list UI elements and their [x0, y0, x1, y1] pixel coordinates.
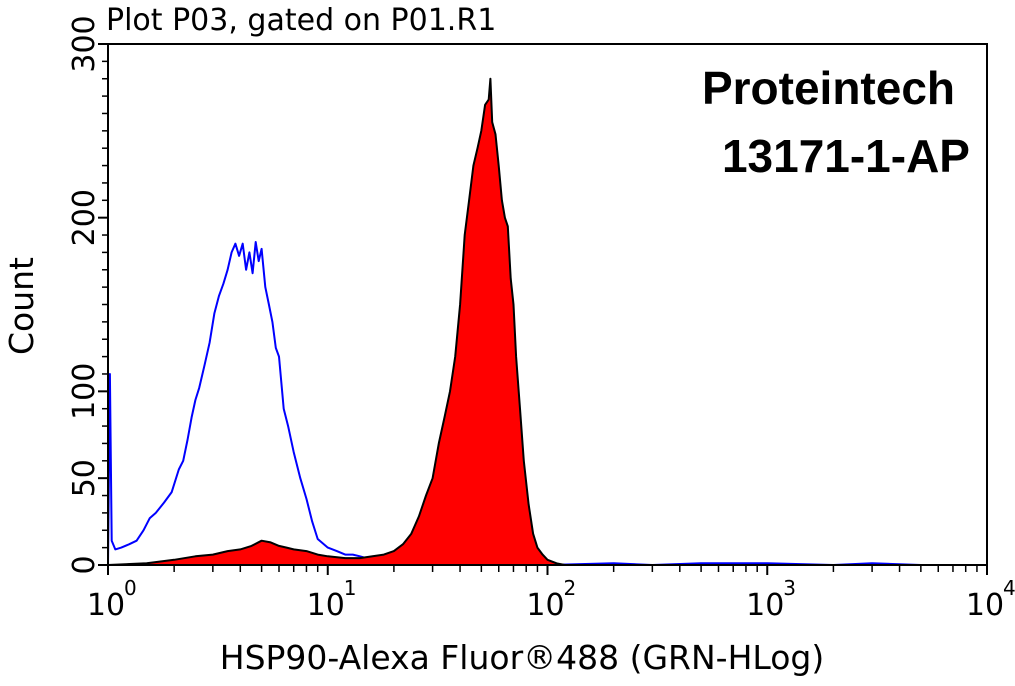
y-axis: 0 50 100 200 300	[67, 15, 108, 575]
histogram-filled-series	[107, 77, 988, 566]
x-axis-label: HSP90-Alexa Fluor®488 (GRN-HLog)	[220, 638, 824, 677]
y-tick-label: 0	[67, 555, 102, 574]
x-tick-exponent: 2	[564, 576, 577, 600]
histogram-outline-series	[107, 241, 987, 566]
catalog-label: 13171-1-AP	[722, 130, 970, 182]
series-layer	[107, 77, 988, 566]
x-tick-label: 10	[966, 588, 1004, 623]
x-tick-exponent: 3	[783, 576, 796, 600]
x-tick-label: 10	[87, 588, 125, 623]
x-axis: 100 101 102 103 104	[87, 565, 1015, 623]
x-tick-label: 10	[746, 588, 784, 623]
plot-frame	[107, 43, 988, 566]
x-tick-label: 10	[526, 588, 564, 623]
y-tick-label: 100	[67, 363, 102, 420]
y-axis-label: Count	[2, 257, 41, 355]
y-tick-label: 50	[67, 459, 102, 497]
y-tick-label: 300	[67, 15, 102, 72]
chart-title: Plot P03, gated on P01.R1	[106, 3, 496, 38]
x-tick-exponent: 1	[344, 576, 357, 600]
x-tick-exponent: 4	[1003, 576, 1015, 600]
x-tick-exponent: 0	[124, 576, 137, 600]
x-tick-label: 10	[307, 588, 345, 623]
y-tick-label: 200	[67, 189, 102, 246]
brand-label: Proteintech	[702, 62, 955, 114]
